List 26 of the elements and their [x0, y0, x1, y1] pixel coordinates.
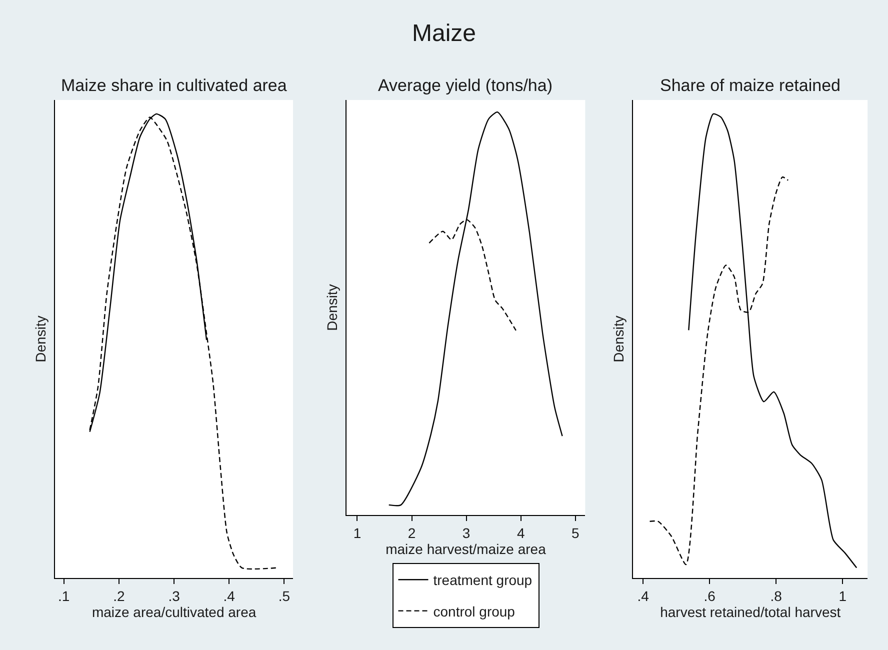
x-tick-label: .1: [58, 588, 70, 604]
x-tick-label: .3: [168, 588, 180, 604]
text: Maize: [412, 20, 476, 47]
chart-title: Maize share in cultivated area: [61, 76, 288, 95]
x-tick-label: .6: [704, 588, 716, 604]
x-tick-label: .4: [637, 588, 650, 604]
legend-label: treatment group: [433, 572, 532, 588]
x-tick-label: 1: [353, 524, 362, 541]
x-tick-label: 1: [838, 588, 847, 604]
y-axis-title: Density: [324, 284, 340, 331]
x-axis-title: maize harvest/maize area: [386, 540, 546, 557]
y-axis-title: Density: [610, 316, 627, 362]
chart-title: Average yield (tons/ha): [378, 76, 553, 95]
x-tick-label: 3: [462, 524, 470, 541]
legend-label: control group: [433, 603, 516, 620]
x-tick-label: .4: [223, 588, 236, 604]
x-tick-label: 4: [516, 524, 525, 541]
x-tick-label: .2: [113, 588, 125, 604]
x-axis-title: maize area/cultivated area: [92, 604, 256, 620]
x-tick-label: .8: [770, 588, 782, 604]
x-axis-title: harvest retained/total harvest: [660, 604, 841, 620]
x-tick-label: .5: [278, 588, 290, 604]
x-tick-label: 2: [408, 524, 416, 541]
y-axis-title: Density: [32, 316, 49, 362]
chart-title: Share of maize retained: [660, 76, 840, 95]
x-tick-label: 5: [571, 524, 580, 541]
